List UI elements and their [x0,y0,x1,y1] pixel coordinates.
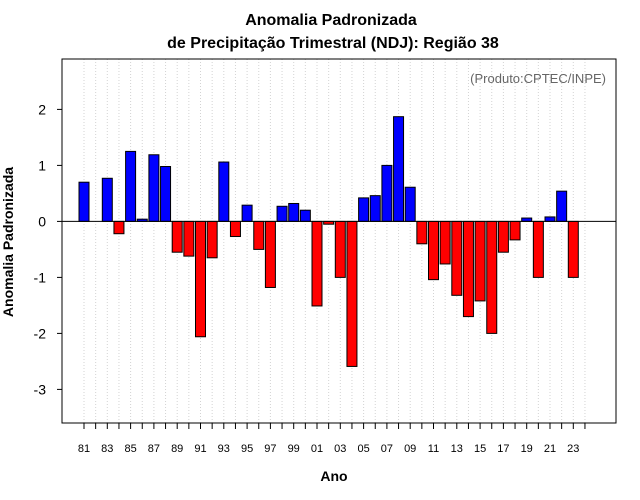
bar-16 [486,220,498,334]
x-tick-label: 85 [124,443,136,455]
bar-92 [206,220,218,259]
y-tick-label: -1 [34,269,47,285]
x-tick-label: 95 [241,443,253,455]
bar-10 [416,220,428,245]
bar-95 [241,204,253,222]
bar-99 [288,202,300,222]
x-tick-label: 07 [381,443,393,455]
bar-94 [229,220,241,238]
x-tick-label: 91 [194,443,206,455]
bar-97 [264,220,276,288]
bar-11 [428,220,439,281]
plot-frame [61,58,617,424]
x-tick-label: 05 [357,443,369,455]
y-tick-label: 0 [38,213,46,229]
x-tick-label: 15 [474,443,486,455]
bar-23 [567,220,579,278]
bar-91 [195,220,206,338]
x-axis: 81 83 85 87 89 91 93 95 97 99 01 03 05 07 09 11 13 15 17 19… [78,423,586,455]
x-tick-label: 17 [497,443,509,455]
y-axis-label: Anomalia Padronizada [0,167,16,317]
bar-06 [369,195,381,222]
x-tick-label: 87 [148,443,160,455]
chart-subtitle: de Precipitação Trimestral (NDJ): Região… [167,35,499,52]
x-tick-label: 97 [264,443,276,455]
y-tick-label: -2 [34,325,47,341]
x-axis-label: Ano [320,468,347,484]
x-tick-label: 81 [78,443,90,455]
x-tick-label: 11 [428,443,439,455]
bar-05 [358,197,370,222]
x-tick-label: 89 [171,443,183,455]
x-tick-label: 19 [521,443,533,455]
bar-13 [451,220,463,296]
bar-15 [474,220,486,302]
bar-19 [521,217,533,222]
x-tick-label: 99 [288,443,300,455]
x-tick-label: 23 [567,443,579,455]
y-tick-label: -3 [34,381,47,397]
bar-85 [125,150,137,222]
x-tick-label: 13 [451,443,463,455]
bar-12 [439,220,451,265]
bar-83 [101,177,113,222]
bar-04 [346,220,358,367]
bar-08 [393,116,405,222]
y-axis: -3 -2 -1 0 1 2 [34,101,62,397]
bar-22 [556,190,568,222]
bar-00 [299,209,311,222]
bar-84 [113,220,125,235]
bar-17 [497,220,509,253]
bar-03 [334,220,346,278]
x-tick-label: 03 [334,443,346,455]
bar-20 [532,220,544,278]
bar-88 [160,166,172,222]
x-tick-label: 93 [218,443,230,455]
x-tick-label: 83 [101,443,113,455]
x-tick-label: 09 [404,443,416,455]
grid [83,59,586,423]
bar-07 [381,164,393,222]
chart-title: Anomalia Padronizada [245,12,417,29]
bars [78,116,579,367]
bar-96 [253,220,265,250]
y-tick-label: 2 [38,101,46,117]
bar-14 [462,220,474,318]
bar-18 [509,220,521,241]
x-tick-label: 01 [311,443,323,455]
bar-87 [148,154,160,222]
x-tick-label: 21 [544,443,556,455]
y-tick-label: 1 [38,157,46,173]
bar-81 [78,181,90,222]
bar-98 [276,205,288,222]
bar-89 [171,220,183,253]
credit-annotation: (Produto:CPTEC/INPE) [470,71,606,86]
bar-90 [183,220,195,257]
bar-01 [311,220,323,307]
bar-93 [218,161,230,222]
bar-09 [404,186,416,222]
bar-21 [544,216,556,222]
